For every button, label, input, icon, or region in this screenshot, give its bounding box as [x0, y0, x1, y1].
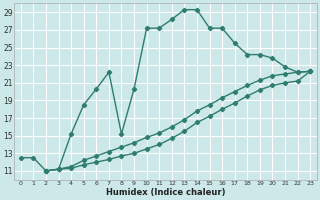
X-axis label: Humidex (Indice chaleur): Humidex (Indice chaleur)	[106, 188, 225, 197]
